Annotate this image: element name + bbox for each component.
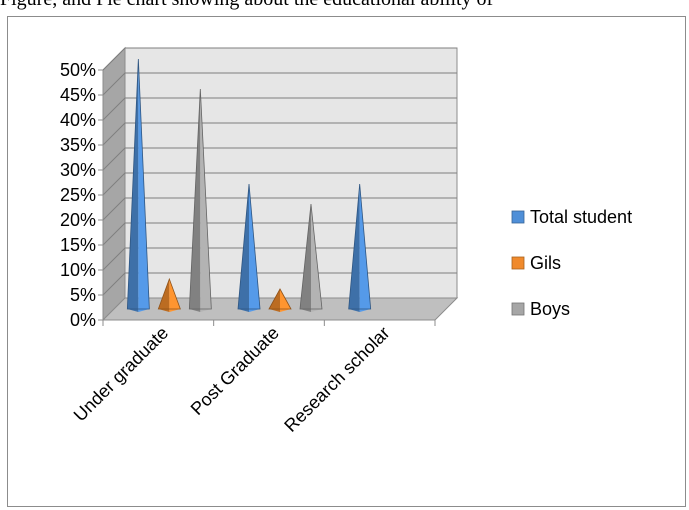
pyramid-gils — [157, 277, 181, 312]
y-tick-label: 10% — [60, 260, 96, 280]
pyramid-gils — [268, 288, 292, 312]
legend-label: Gils — [530, 253, 561, 273]
pyramid-outline — [237, 183, 261, 310]
legend-swatch — [511, 210, 525, 224]
gridline-side — [102, 47, 126, 71]
pyramid-outline — [348, 183, 372, 310]
y-tick-label: 15% — [60, 235, 96, 255]
legend-label: Total student — [530, 207, 632, 227]
pyramid-boys — [299, 203, 323, 312]
y-tick-label: 20% — [60, 210, 96, 230]
gridline-side — [102, 247, 126, 271]
gridlines — [102, 47, 457, 296]
gridline-side — [102, 197, 126, 221]
y-tick-label: 0% — [70, 310, 96, 330]
gridline-side — [102, 222, 126, 246]
x-axis — [102, 319, 436, 326]
pyramids — [126, 58, 372, 312]
pyramid-outline — [126, 58, 150, 310]
gridline-side — [102, 72, 126, 96]
y-tick-label: 40% — [60, 110, 96, 130]
y-tick-label: 25% — [60, 185, 96, 205]
pyramid-total-student — [348, 183, 372, 312]
gridline-side — [102, 172, 126, 196]
x-tick-label: Research scholar — [280, 323, 393, 436]
y-tick-label: 5% — [70, 285, 96, 305]
gridline-side — [102, 147, 126, 171]
y-axis-ticks: 0% 5% 10% 15% 20% 25% 30% 35% 40% 45% 50% — [60, 60, 104, 330]
y-tick-label: 50% — [60, 60, 96, 80]
legend-label: Boys — [530, 299, 570, 319]
legend-swatch — [511, 256, 525, 270]
legend-swatch — [511, 302, 525, 316]
y-tick-label: 45% — [60, 85, 96, 105]
pyramid-outline — [188, 88, 212, 310]
x-tick-label: Post Graduate — [187, 323, 283, 419]
pyramid-outline — [157, 277, 181, 310]
pyramid-total-student — [237, 183, 261, 312]
pyramid-outline — [268, 288, 292, 310]
y-tick-label: 30% — [60, 160, 96, 180]
chart-walls — [101, 46, 459, 322]
pyramid-total-student — [126, 58, 150, 312]
legend: Total student Gils Boys — [511, 207, 632, 319]
gridline-side — [102, 122, 126, 146]
x-tick-label: Under graduate — [70, 323, 173, 426]
pyramid-outline — [299, 203, 323, 310]
y-tick-label: 35% — [60, 135, 96, 155]
top-text: Figure, and Pie chart showing about the … — [0, 0, 689, 10]
pyramid-boys — [188, 88, 212, 312]
gridline-side — [102, 272, 126, 296]
gridline-side — [102, 97, 126, 121]
